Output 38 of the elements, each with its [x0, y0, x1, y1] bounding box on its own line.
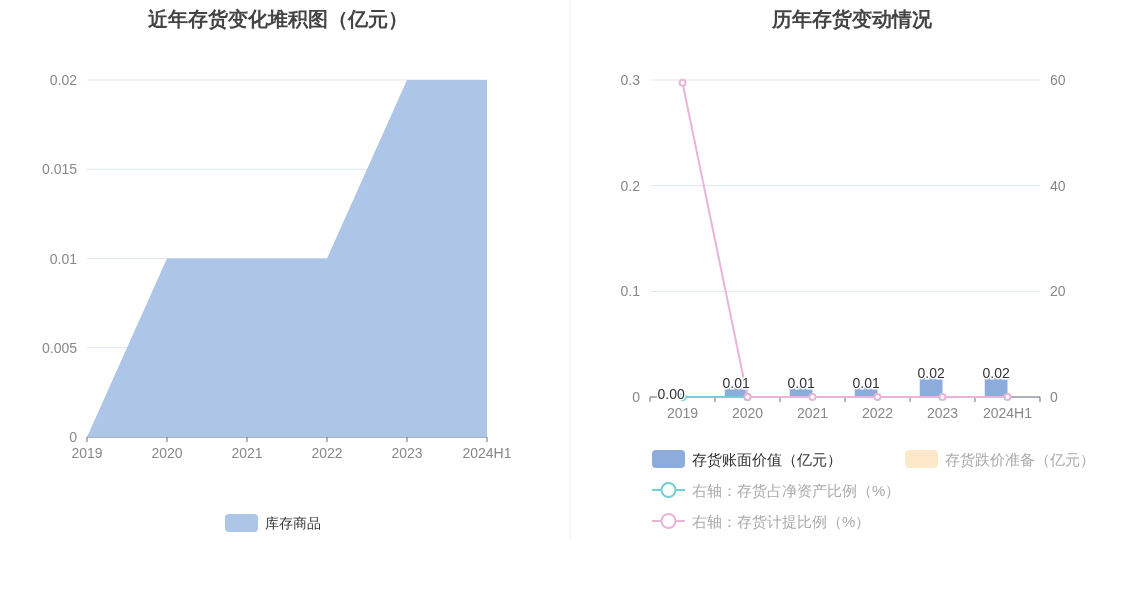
x-tick-label: 2020 [731, 405, 764, 421]
x-tick-label: 2020 [151, 445, 183, 461]
chart-title: 近年存货变化堆积图（亿元） [147, 8, 408, 30]
legend-label: 存货跌价准备（亿元） [945, 451, 1095, 468]
y-tick-label: 0.015 [41, 161, 78, 178]
x-tick-label: 2019 [666, 405, 699, 421]
data-label: 0.01 [787, 375, 815, 392]
legend-label: 库存商品 [265, 515, 321, 531]
y-tick-label: 0 [69, 429, 78, 445]
y2-tick-label: 20 [1050, 283, 1066, 300]
y2-tick-label: 40 [1050, 177, 1066, 194]
legend-label: 右轴：存货计提比例（%） [692, 513, 871, 530]
y-tick-label: 0.005 [41, 339, 78, 356]
y2-tick-label: 60 [1050, 72, 1066, 88]
y-tick-label: 0.2 [620, 177, 641, 194]
data-label: 0.01 [722, 375, 750, 392]
data-label: 0.01 [852, 375, 880, 392]
y-tick-label: 0.02 [49, 72, 78, 88]
x-tick-label: 2023 [926, 405, 959, 421]
data-label: 0.02 [917, 364, 945, 381]
y-tick-label: 0 [632, 389, 641, 405]
x-tick-label: 2022 [311, 445, 343, 461]
y2-tick-label: 0 [1050, 389, 1058, 405]
data-label: 0.02 [982, 364, 1010, 381]
x-tick-label: 2023 [391, 445, 423, 461]
data-label: 0.00 [657, 386, 685, 402]
x-tick-label: 2021 [796, 405, 829, 421]
x-tick-label: 2024H1 [982, 405, 1033, 421]
y-tick-label: 0.01 [49, 250, 78, 267]
x-tick-label: 2024H1 [462, 445, 512, 461]
x-tick-label: 2022 [861, 405, 894, 421]
y-tick-label: 0.3 [620, 72, 641, 88]
legend-label: 存货账面价值（亿元） [692, 451, 842, 468]
x-tick-label: 2021 [231, 445, 263, 461]
chart-title: 历年存货变动情况 [771, 8, 933, 30]
y-tick-label: 0.1 [620, 283, 641, 300]
x-tick-label: 2019 [71, 445, 103, 461]
legend-label: 右轴：存货占净资产比例（%） [692, 482, 901, 499]
